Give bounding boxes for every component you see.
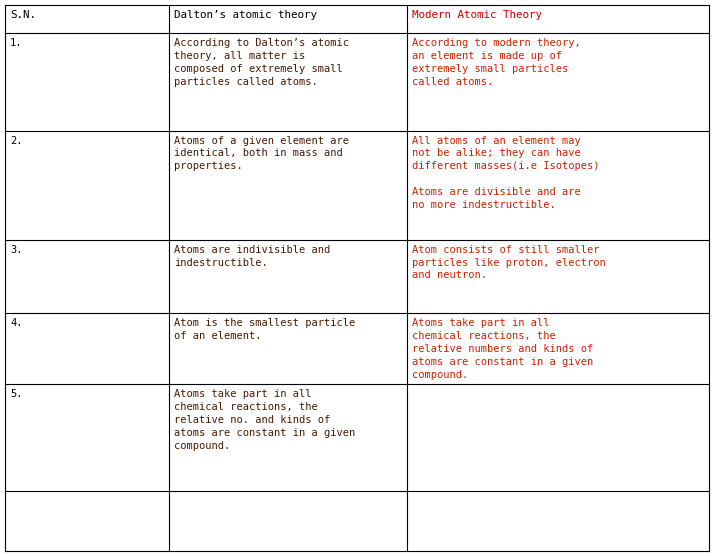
- Text: Atom consists of still smaller
particles like proton, electron
and neutron.: Atom consists of still smaller particles…: [412, 245, 605, 280]
- Text: Atoms of a given element are
identical, both in mass and
properties.: Atoms of a given element are identical, …: [174, 136, 349, 171]
- Text: Atoms take part in all
chemical reactions, the
relative no. and kinds of
atoms a: Atoms take part in all chemical reaction…: [174, 389, 356, 451]
- Text: Dalton’s atomic theory: Dalton’s atomic theory: [174, 10, 317, 20]
- Text: 1.: 1.: [10, 38, 23, 48]
- Text: Modern Atomic Theory: Modern Atomic Theory: [412, 10, 542, 20]
- Text: According to Dalton’s atomic
theory, all matter is
composed of extremely small
p: According to Dalton’s atomic theory, all…: [174, 38, 349, 87]
- Text: Atom is the smallest particle
of an element.: Atom is the smallest particle of an elem…: [174, 319, 356, 341]
- Text: Atoms take part in all
chemical reactions, the
relative numbers and kinds of
ato: Atoms take part in all chemical reaction…: [412, 319, 593, 380]
- Text: Atoms are indivisible and
indestructible.: Atoms are indivisible and indestructible…: [174, 245, 331, 267]
- Text: 3.: 3.: [10, 245, 23, 255]
- Text: 5.: 5.: [10, 389, 23, 399]
- Text: According to modern theory,
an element is made up of
extremely small particles
c: According to modern theory, an element i…: [412, 38, 580, 87]
- Text: 4.: 4.: [10, 319, 23, 329]
- Text: 2.: 2.: [10, 136, 23, 146]
- Text: S.N.: S.N.: [10, 10, 36, 20]
- Text: All atoms of an element may
not be alike; they can have
different masses(i.e Iso: All atoms of an element may not be alike…: [412, 136, 600, 210]
